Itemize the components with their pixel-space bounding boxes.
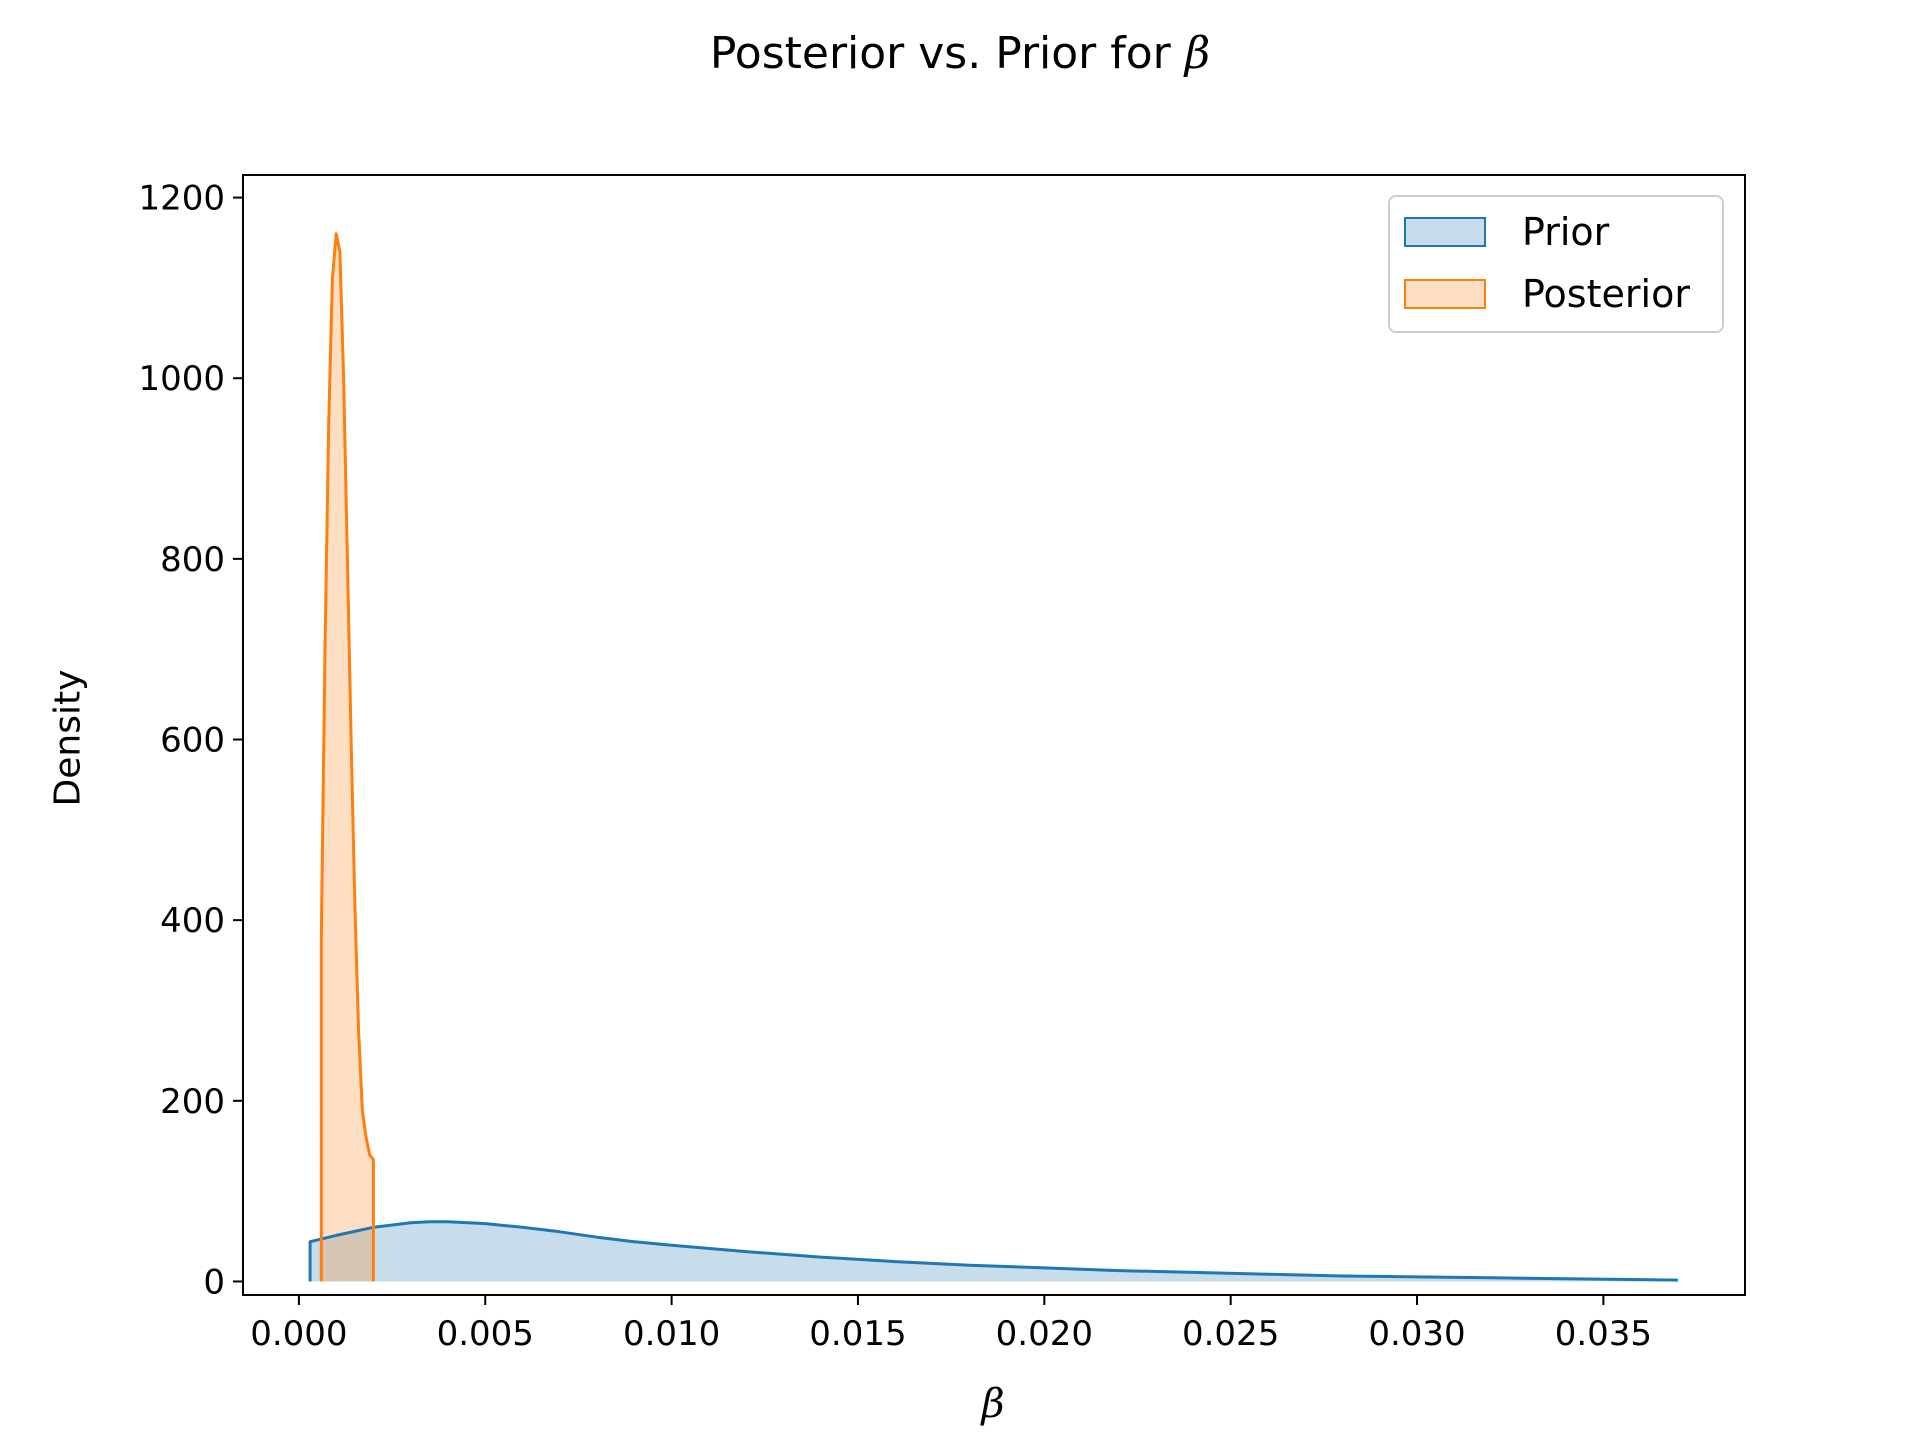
legend-swatch-posterior	[1404, 279, 1486, 309]
series-lines	[308, 232, 1678, 1282]
x-tick-label: 0.035	[1555, 1314, 1652, 1354]
series-line-posterior	[319, 232, 375, 1282]
y-tick-label: 600	[160, 721, 225, 761]
y-tick-label: 200	[160, 1082, 225, 1122]
y-tick-label: 1000	[138, 359, 225, 399]
series-fill-posterior	[321, 233, 374, 1282]
series-fills	[310, 233, 1678, 1282]
y-axis-label: Density	[47, 669, 89, 807]
legend-item-posterior: Posterior	[1404, 272, 1690, 316]
legend-label-prior: Prior	[1522, 210, 1610, 254]
series-line-prior	[308, 1220, 1678, 1282]
x-tick-label: 0.005	[437, 1314, 534, 1354]
x-tick-label: 0.010	[623, 1314, 720, 1354]
x-tick-label: 0.030	[1368, 1314, 1465, 1354]
series-fill-prior	[310, 1221, 1678, 1282]
legend-swatch-prior	[1404, 217, 1486, 247]
chart-title-text: Posterior vs. Prior for	[709, 28, 1185, 79]
chart-title-symbol: β	[1184, 28, 1211, 79]
y-tick-label: 400	[160, 901, 225, 941]
x-tick-label: 0.015	[809, 1314, 906, 1354]
y-axis-ticks: 0 200 400 600 800 1000 1200	[138, 179, 243, 1302]
legend: Prior Posterior	[1388, 195, 1724, 333]
legend-item-prior: Prior	[1404, 210, 1609, 254]
legend-label-posterior: Posterior	[1522, 272, 1690, 316]
plot-frame	[242, 174, 1746, 1296]
chart-title: Posterior vs. Prior for β	[0, 28, 1920, 79]
x-axis-label: β	[981, 1381, 1005, 1427]
x-axis-ticks: 0.000 0.005 0.010 0.015 0.020 0.025 0.030 0.035	[250, 1295, 1652, 1354]
y-tick-label: 800	[160, 540, 225, 580]
y-tick-label: 0	[203, 1262, 225, 1302]
x-tick-label: 0.025	[1182, 1314, 1279, 1354]
x-tick-label: 0.000	[250, 1314, 347, 1354]
y-tick-label: 1200	[138, 179, 225, 219]
x-tick-label: 0.020	[996, 1314, 1093, 1354]
